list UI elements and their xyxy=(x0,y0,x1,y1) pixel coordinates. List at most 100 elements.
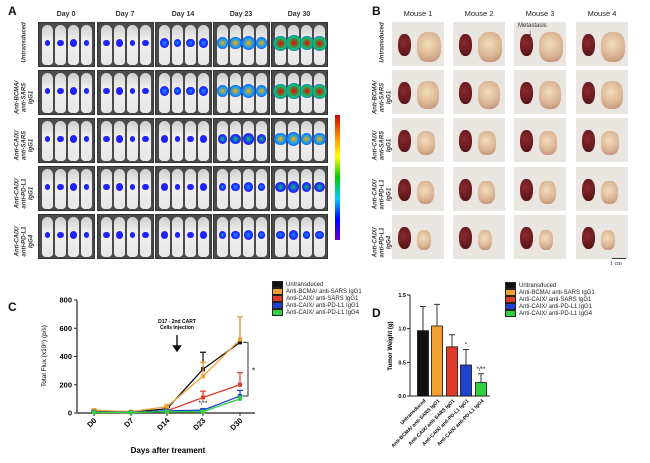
ivis-image xyxy=(271,214,328,259)
y-tick-label: 1.5 xyxy=(398,293,406,299)
x-axis-label: Days after treament xyxy=(131,446,206,455)
tumor-kidney-photo xyxy=(392,118,444,162)
legend-swatch xyxy=(505,289,516,296)
y-tick-label: 1.0 xyxy=(398,327,406,333)
scale-bar xyxy=(612,258,626,259)
day-header: Day 0 xyxy=(56,11,76,18)
legend-item: Anti-CAIX/ anti-PD-L1 IgG4 xyxy=(505,310,595,317)
signal-blob xyxy=(199,231,208,239)
tumor xyxy=(601,180,618,204)
kidney xyxy=(459,227,472,249)
signal-blob xyxy=(255,37,268,49)
signal-blob xyxy=(44,136,51,142)
tumor-kidney-photo xyxy=(576,118,628,162)
bar xyxy=(417,330,429,397)
ivis-image xyxy=(213,70,270,115)
ivis-image xyxy=(155,22,212,67)
tumor-kidney-photo xyxy=(453,70,505,114)
kidney xyxy=(459,179,472,201)
signal-blob xyxy=(257,231,266,239)
kidney xyxy=(520,130,533,152)
kidney xyxy=(582,34,595,56)
tumor-kidney-photo xyxy=(576,167,628,211)
y-tick-label: 0.0 xyxy=(398,394,406,400)
signal-blob xyxy=(173,87,182,95)
panel-a-label: A xyxy=(8,4,17,18)
group-label: Untransduced xyxy=(379,22,386,63)
significance-bracket xyxy=(243,341,249,397)
error-bar xyxy=(237,372,243,385)
scale-bar-label: 1 cm xyxy=(610,261,622,267)
chart-d-legend: Untransduced Anti-BCMA/ anti-SARS IgG1 Ant… xyxy=(505,282,595,317)
legend-swatch xyxy=(272,309,283,316)
signal-blob xyxy=(187,183,194,191)
panel-d-label: D xyxy=(372,306,381,320)
error-bar xyxy=(237,316,243,340)
tumor xyxy=(478,230,492,250)
ivis-image xyxy=(97,70,154,115)
tumor-kidney-photo xyxy=(392,22,444,66)
kidney xyxy=(459,34,472,56)
mouse-header: Mouse 1 xyxy=(403,9,433,18)
metastasis-arrow-icon: ↓ xyxy=(528,28,532,37)
tumor xyxy=(417,32,441,62)
panel-c-label: C xyxy=(8,300,17,314)
signal-blob xyxy=(115,135,124,143)
signal-blob xyxy=(218,231,227,239)
signal-blob xyxy=(216,37,229,49)
signal-blob xyxy=(198,86,209,96)
tumor-kidney-photo xyxy=(392,215,444,259)
signal-blob xyxy=(313,132,326,146)
signal-blob xyxy=(255,85,268,97)
legend-label: Untransduced xyxy=(519,282,557,289)
y-axis-label: Total Flux (x10⁶) (p/s) xyxy=(41,325,48,387)
signal-blob xyxy=(243,230,254,240)
error-bar xyxy=(420,305,426,331)
mouse-header: Mouse 2 xyxy=(464,9,494,18)
significance-label: */** xyxy=(199,401,208,407)
injection-annotation: D17 - 2nd CART xyxy=(158,319,196,325)
signal-blob xyxy=(103,183,110,191)
data-point xyxy=(201,409,205,414)
signal-blob xyxy=(217,134,228,144)
legend-swatch xyxy=(505,310,516,317)
significance-label: */** xyxy=(477,367,486,373)
ivis-image xyxy=(213,118,270,163)
signal-blob xyxy=(229,36,242,50)
x-tick-label: D0 xyxy=(85,416,98,429)
tumor xyxy=(601,32,625,62)
tumor-kidney-photo xyxy=(453,118,505,162)
signal-blob xyxy=(69,87,78,95)
legend-label: Anti-CAIX/ anti-PD-L1 IgG4 xyxy=(286,309,360,316)
kidney xyxy=(398,227,411,249)
signal-blob xyxy=(186,86,195,96)
data-point xyxy=(201,395,205,400)
signal-blob xyxy=(173,39,182,47)
kidney xyxy=(582,130,595,152)
signal-blob xyxy=(129,40,136,46)
group-label: Anti-BCMA/ anti-SARS IgG1 xyxy=(14,80,35,115)
signal-blob xyxy=(57,183,64,191)
tumor xyxy=(539,180,556,204)
tumor xyxy=(478,81,500,109)
group-label: Anti-CAIX/ anti-PD-L1 IgG1 xyxy=(14,178,35,209)
signal-blob xyxy=(218,183,227,191)
signal-blob xyxy=(83,184,90,190)
tumor-kidney-photo xyxy=(453,167,505,211)
legend-swatch xyxy=(505,296,516,303)
day-header: Day 30 xyxy=(287,11,311,18)
ivis-image xyxy=(213,214,270,259)
injection-arrow-icon xyxy=(172,335,182,353)
signal-blob xyxy=(160,231,169,239)
x-tick-label: D23 xyxy=(191,416,207,432)
x-tick-label: D7 xyxy=(122,416,135,429)
group-label: Anti-CAIX/ anti-PD-L1 IgG1 xyxy=(372,179,393,210)
signal-blob xyxy=(57,39,64,47)
bar xyxy=(446,346,458,397)
tumor xyxy=(478,131,496,155)
legend-label: Untransduced xyxy=(286,281,324,288)
legend-item: Anti-CAIX/ anti-SARS IgG1 xyxy=(272,295,362,302)
tumor xyxy=(539,131,557,155)
signal-blob xyxy=(115,87,124,95)
